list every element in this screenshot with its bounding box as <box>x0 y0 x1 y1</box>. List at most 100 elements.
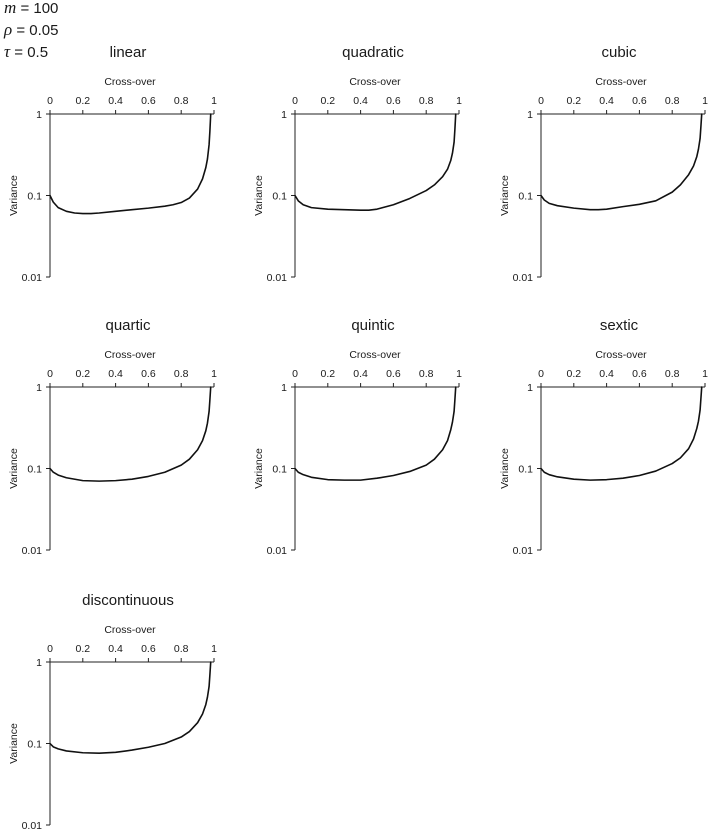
x-tick-label: 0.6 <box>141 643 156 655</box>
x-tick-label: 0.4 <box>599 368 614 380</box>
x-tick-label: 0.8 <box>665 95 680 107</box>
x-axis-label: Cross-over <box>349 349 401 361</box>
x-axis-label: Cross-over <box>104 76 156 88</box>
param-tau: τ = 0.5 <box>4 41 58 63</box>
x-tick-label: 0.6 <box>141 368 156 380</box>
param-m: m = 100 <box>4 0 58 19</box>
x-axis-label: Cross-over <box>104 349 156 361</box>
x-tick-label: 0 <box>47 643 53 655</box>
x-tick-label: 0 <box>538 95 544 107</box>
y-tick-label: 0.01 <box>22 545 43 557</box>
x-tick-label: 0.6 <box>141 95 156 107</box>
x-tick-label: 0.2 <box>75 368 90 380</box>
x-tick-label: 0.2 <box>75 643 90 655</box>
x-tick-label: 0.2 <box>75 95 90 107</box>
param-m-symbol: m <box>4 0 17 17</box>
chart-panel: quartic Cross-over Variance 0 0.2 0.4 0.6 0.8 1 1… <box>8 317 217 557</box>
param-tau-symbol: τ <box>4 42 11 61</box>
chart-title: cubic <box>601 44 637 61</box>
x-tick-label: 1 <box>456 368 462 380</box>
chart-title: quintic <box>351 317 395 334</box>
chart-panel: quintic Cross-over Variance 0 0.2 0.4 0.6 0.8 1 1… <box>253 317 462 557</box>
x-tick-label: 0.8 <box>174 95 189 107</box>
y-tick-label: 1 <box>36 382 42 394</box>
chart-title: sextic <box>600 317 639 334</box>
series-line <box>540 113 703 211</box>
x-axis-label: Cross-over <box>595 349 647 361</box>
param-rho-value: = 0.05 <box>12 22 59 39</box>
param-tau-value: = 0.5 <box>10 44 49 61</box>
y-tick-label: 0.1 <box>27 191 42 203</box>
x-tick-label: 1 <box>456 95 462 107</box>
y-axis-label: Variance <box>499 448 511 489</box>
chart-title: quadratic <box>342 44 404 61</box>
x-axis-label: Cross-over <box>595 76 647 88</box>
chart-panel: linear Cross-over Variance 0 0.2 0.4 0.6 0.8 1 1 0… <box>8 44 217 284</box>
x-tick-label: 0 <box>47 95 53 107</box>
x-tick-label: 0.8 <box>419 368 434 380</box>
x-tick-label: 0 <box>292 368 298 380</box>
chart-panel: quadratic Cross-over Variance 0 0.2 0.4 0.6 0.8… <box>253 44 462 284</box>
x-tick-label: 0.4 <box>108 643 123 655</box>
x-tick-label: 0.4 <box>599 95 614 107</box>
y-tick-label: 1 <box>36 657 42 669</box>
y-tick-label: 0.01 <box>267 545 288 557</box>
y-tick-label: 0.1 <box>27 464 42 476</box>
x-tick-label: 1 <box>702 95 708 107</box>
x-tick-label: 0.8 <box>174 643 189 655</box>
series-line <box>49 661 212 755</box>
x-tick-label: 0.4 <box>353 95 368 107</box>
x-tick-label: 0.2 <box>566 95 581 107</box>
param-rho: ρ = 0.05 <box>4 19 58 41</box>
x-tick-label: 0.8 <box>665 368 680 380</box>
param-rho-symbol: ρ <box>4 20 13 39</box>
y-tick-label: 1 <box>527 109 533 121</box>
x-tick-label: 0.4 <box>108 368 123 380</box>
y-tick-label: 0.01 <box>513 272 534 284</box>
x-tick-label: 0 <box>47 368 53 380</box>
y-axis-label: Variance <box>499 175 511 216</box>
y-tick-label: 0.1 <box>27 739 42 751</box>
x-tick-label: 0.6 <box>386 368 401 380</box>
y-tick-label: 0.1 <box>518 464 533 476</box>
x-tick-label: 0.2 <box>320 95 335 107</box>
y-tick-label: 0.01 <box>22 272 43 284</box>
x-tick-label: 0.4 <box>108 95 123 107</box>
y-tick-label: 0.01 <box>267 272 288 284</box>
param-m-value: = 100 <box>16 0 59 17</box>
y-tick-label: 1 <box>36 109 42 121</box>
series-line <box>49 386 212 482</box>
series-line <box>294 386 457 481</box>
chart-title: quartic <box>105 317 151 334</box>
x-tick-label: 0.4 <box>353 368 368 380</box>
x-axis-label: Cross-over <box>349 76 401 88</box>
chart-panel: sextic Cross-over Variance 0 0.2 0.4 0.6 0.8 1 1 0… <box>499 317 708 557</box>
x-tick-label: 0.8 <box>419 95 434 107</box>
y-axis-label: Variance <box>8 448 20 489</box>
y-tick-label: 0.1 <box>272 191 287 203</box>
y-axis-label: Variance <box>8 175 20 216</box>
x-tick-label: 0.6 <box>386 95 401 107</box>
x-tick-label: 0.8 <box>174 368 189 380</box>
chart-title: linear <box>110 44 147 61</box>
x-tick-label: 0.6 <box>632 368 647 380</box>
x-tick-label: 1 <box>211 368 217 380</box>
y-axis-label: Variance <box>253 448 265 489</box>
chart-title: discontinuous <box>82 592 174 609</box>
x-tick-label: 0 <box>292 95 298 107</box>
series-line <box>49 113 212 215</box>
y-tick-label: 1 <box>281 109 287 121</box>
x-tick-label: 0.2 <box>566 368 581 380</box>
x-tick-label: 1 <box>702 368 708 380</box>
series-line <box>294 113 457 212</box>
y-tick-label: 0.01 <box>513 545 534 557</box>
chart-panel: cubic Cross-over Variance 0 0.2 0.4 0.6 0.8 1 1 0.… <box>499 44 708 284</box>
y-tick-label: 0.1 <box>518 191 533 203</box>
x-tick-label: 1 <box>211 643 217 655</box>
y-axis-label: Variance <box>8 723 20 764</box>
y-axis-label: Variance <box>253 175 265 216</box>
x-tick-label: 0.6 <box>632 95 647 107</box>
y-tick-label: 0.01 <box>22 820 43 832</box>
x-axis-label: Cross-over <box>104 624 156 636</box>
